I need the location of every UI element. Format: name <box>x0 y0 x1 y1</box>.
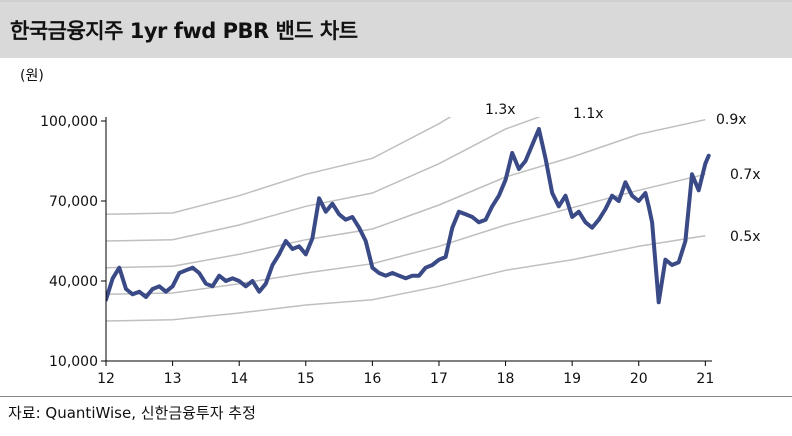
source-note: 자료: QuantiWise, 신한금융투자 추정 <box>8 404 256 422</box>
band-line-0-9x <box>106 118 706 269</box>
x-tick-label: 17 <box>430 371 448 387</box>
band-label-1-3x: 1.3x <box>485 102 516 118</box>
y-tick-label: 70,000 <box>49 194 98 210</box>
band-line-1-1x <box>106 117 542 242</box>
pbr-band-chart: 0.5x 0.7x 0.9x 1.1x 1.3x 10,000 40,000 70,000 10… <box>40 102 761 387</box>
x-tick-label: 14 <box>230 371 248 387</box>
band-line-1-3x <box>106 117 452 216</box>
x-tick-label: 16 <box>363 371 381 387</box>
x-tick-label: 12 <box>97 371 115 387</box>
x-tick-label: 21 <box>696 371 714 387</box>
title-bar: 한국금융지주 1yr fwd PBR 밴드 차트 <box>0 0 792 58</box>
y-tick-label: 10,000 <box>49 354 98 370</box>
x-tick-label: 19 <box>563 371 581 387</box>
x-tick-label: 15 <box>297 371 315 387</box>
band-label-0-9x: 0.9x <box>716 112 747 128</box>
chart-title: 한국금융지주 1yr fwd PBR 밴드 차트 <box>10 19 358 43</box>
band-line-0-7x <box>106 173 706 296</box>
y-tick-label: 100,000 <box>40 114 98 130</box>
band-label-0-5x: 0.5x <box>730 229 761 245</box>
y-unit-label: (원) <box>20 68 44 84</box>
y-tick-label: 40,000 <box>49 274 98 290</box>
band-label-1-1x: 1.1x <box>573 106 604 122</box>
x-tick-label: 13 <box>164 371 182 387</box>
x-tick-label: 18 <box>497 371 515 387</box>
x-tick-label: 20 <box>630 371 648 387</box>
price-line <box>106 127 711 305</box>
bottom-divider <box>0 396 792 397</box>
band-label-0-7x: 0.7x <box>730 167 761 183</box>
band-line-0-5x <box>106 234 706 322</box>
